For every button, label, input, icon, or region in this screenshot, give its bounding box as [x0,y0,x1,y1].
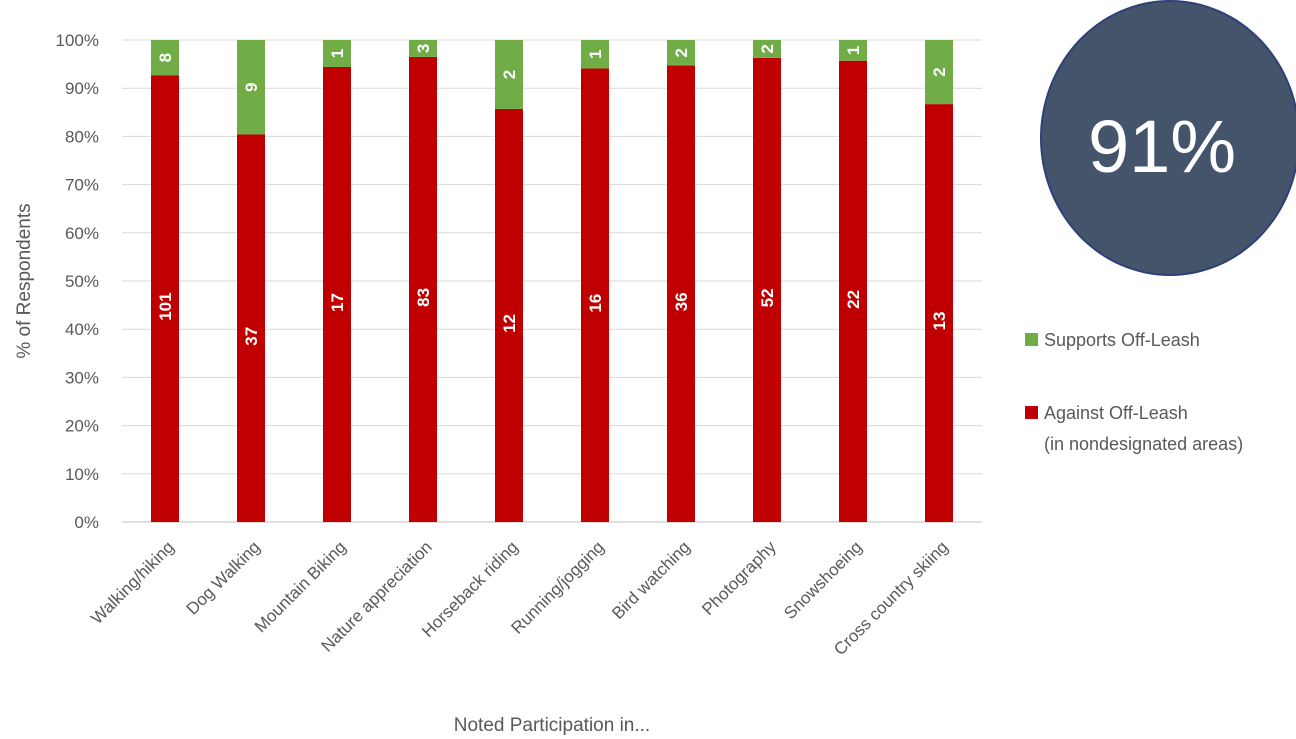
bar-supports [237,40,265,135]
data-label-supports: 2 [672,48,691,57]
x-tick-label: Horseback riding [418,537,522,641]
data-label-supports: 8 [156,53,175,62]
legend-label-supports: Supports Off-Leash [1044,330,1200,350]
bar-supports [753,40,781,58]
legend: Supports Off-Leash Against Off-Leash (in… [1025,330,1243,454]
gridlines [122,39,982,523]
data-label-against: 17 [328,293,347,312]
x-tick-label: Bird watching [608,537,694,623]
y-tick-label: 70% [65,176,99,195]
y-tick-label: 80% [65,127,99,146]
bar-supports [667,40,695,66]
bar-against [237,134,265,523]
data-label-supports: 9 [242,83,261,92]
bar-against [323,66,351,522]
bar-supports [409,40,437,57]
data-label-against: 36 [672,292,691,311]
y-tick-label: 30% [65,368,99,387]
bar-against [151,75,179,522]
stat-badge: 91% [1040,0,1296,276]
data-label-against: 37 [242,327,261,346]
bar-supports [323,40,351,67]
y-tick-label: 20% [65,417,99,436]
data-label-supports: 1 [844,46,863,55]
data-label-against: 101 [156,292,175,320]
x-tick-label: Dog Walking [183,537,264,618]
bar-against [409,56,437,523]
data-label-supports: 2 [500,70,519,79]
data-label-supports: 2 [758,44,777,53]
legend-swatch-supports [1025,333,1038,346]
bar-against [839,60,867,522]
data-label-against: 12 [500,314,519,333]
data-label-against: 83 [414,288,433,307]
data-label-against: 52 [758,288,777,307]
bar-against [925,104,953,522]
bar-against [495,108,523,523]
bars [151,40,953,523]
y-tick-label: 10% [65,465,99,484]
data-label-supports: 1 [586,49,605,58]
data-label-supports: 3 [414,44,433,53]
bar-against [667,65,695,523]
bar-supports [495,40,523,109]
legend-label-against: Against Off-Leash [1044,403,1188,423]
y-tick-label: 60% [65,224,99,243]
x-tick-label: Mountain Biking [251,537,350,636]
data-label-against: 22 [844,290,863,309]
y-axis-ticks: 0% 10% 20% 30% 40% 50% 60% 70% 80% 90% 100% [56,31,99,532]
x-tick-label: Running/jogging [507,537,607,637]
legend-swatch-against [1025,406,1038,419]
stat-badge-value: 91% [1087,104,1237,188]
legend-label-against-line2: (in nondesignated areas) [1044,434,1243,454]
data-label-supports: 2 [930,67,949,76]
y-tick-label: 0% [74,513,99,532]
bar-against [581,68,609,523]
x-tick-label: Walking/hiking [87,537,177,627]
bar-supports [151,40,179,76]
y-tick-label: 50% [65,272,99,291]
data-label-supports: 1 [328,49,347,58]
bar-supports [839,40,867,61]
bar-supports [581,40,609,69]
y-tick-label: 90% [65,79,99,98]
y-tick-label: 40% [65,320,99,339]
y-tick-label: 100% [56,31,99,50]
x-axis-title: Noted Participation in... [454,715,650,736]
y-axis-title: % of Respondents [14,203,35,358]
bar-against [753,57,781,523]
bar-supports [925,40,953,105]
data-label-against: 13 [930,312,949,331]
x-tick-label: Photography [698,537,780,619]
data-label-against: 16 [586,294,605,313]
x-tick-label: Snowshoeing [780,537,866,623]
